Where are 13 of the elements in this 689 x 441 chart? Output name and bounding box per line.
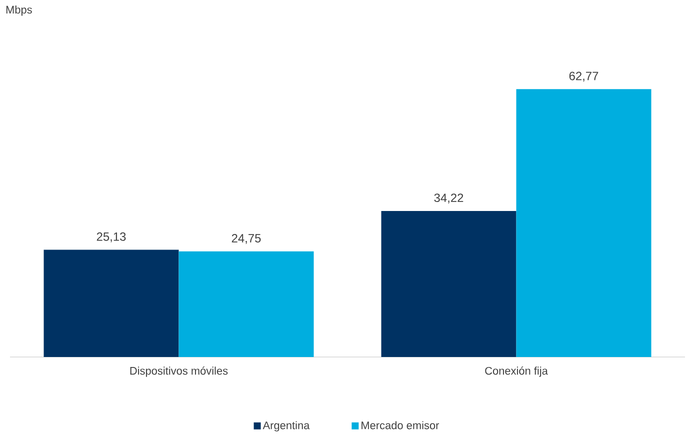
bar xyxy=(516,89,652,357)
bar xyxy=(44,250,179,357)
data-label: 62,77 xyxy=(569,72,598,82)
legend-label: Argentina xyxy=(262,421,310,432)
legend-label: Mercado emisor xyxy=(362,421,440,430)
data-label: 25,13 xyxy=(96,232,126,242)
text: Mbps xyxy=(6,6,32,16)
x-tick-label: Dispositivos móviles xyxy=(130,366,228,377)
data-label: 24,75 xyxy=(232,234,261,244)
data-label: 34,22 xyxy=(434,194,464,204)
bar xyxy=(381,210,516,357)
x-tick-label: Conexión fija xyxy=(485,366,548,377)
bar xyxy=(178,251,314,357)
